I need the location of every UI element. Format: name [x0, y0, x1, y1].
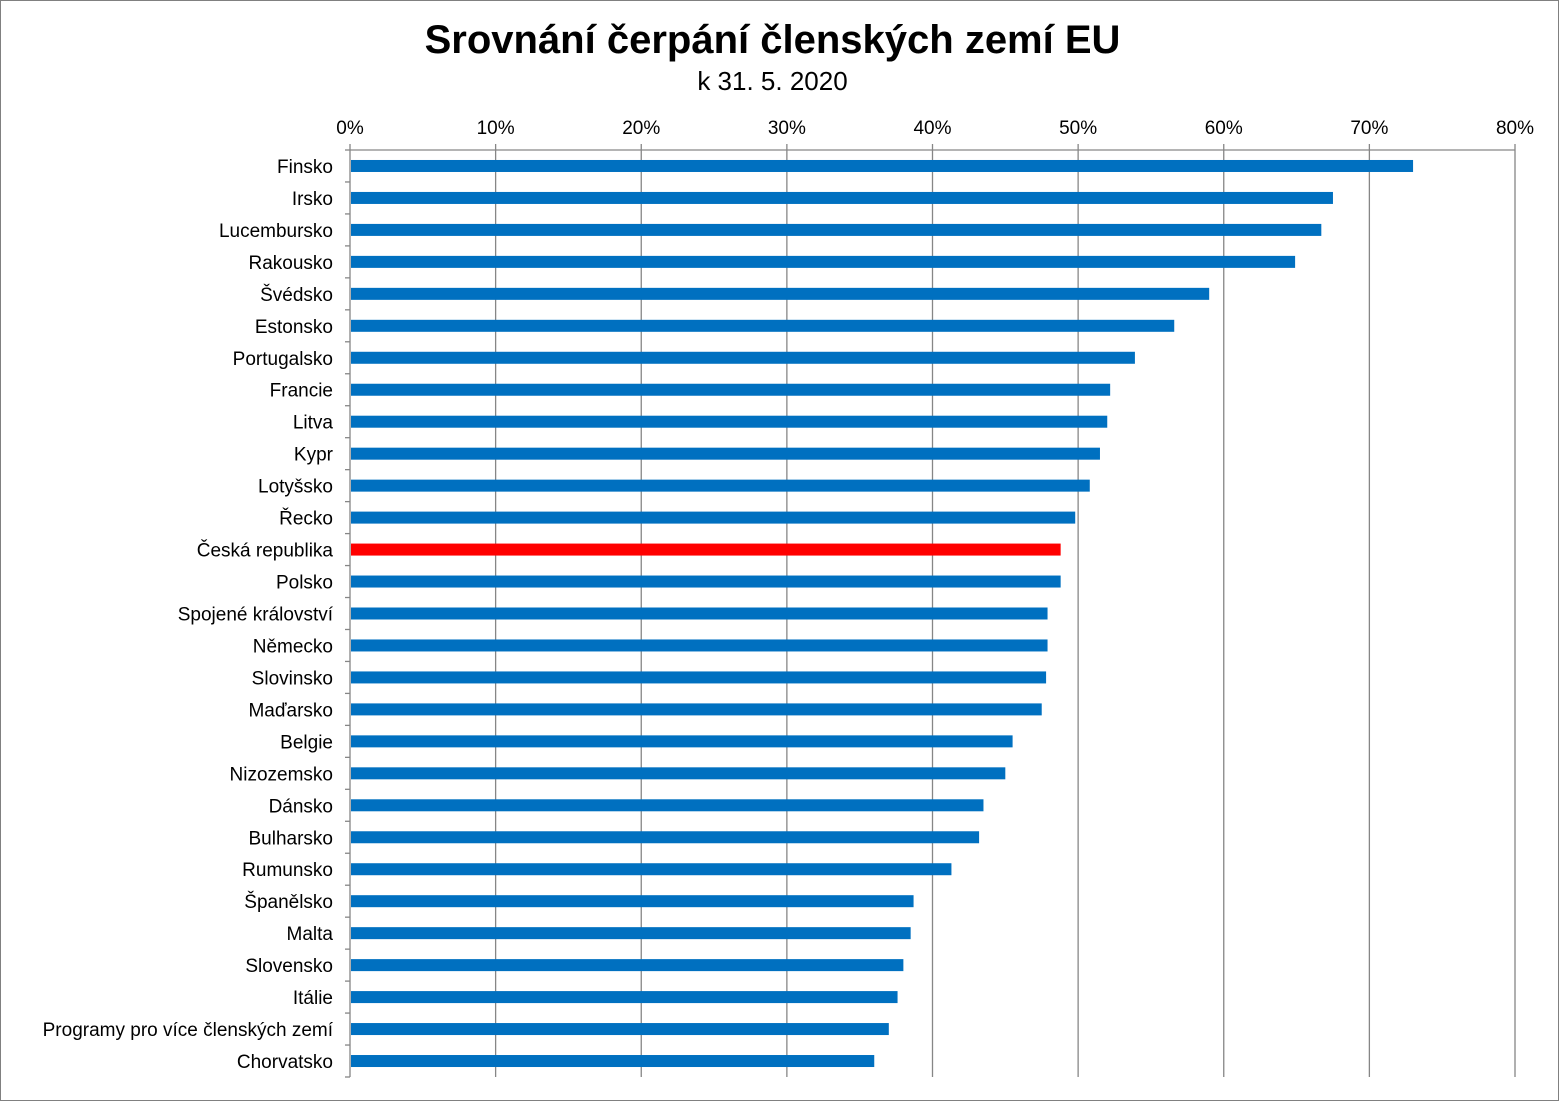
bar [351, 575, 1061, 588]
x-tick-label: 20% [622, 118, 660, 139]
category-label: Lotyšsko [258, 477, 333, 498]
bar [351, 447, 1100, 460]
x-tick-label: 10% [477, 118, 515, 139]
x-tick-label: 30% [768, 118, 806, 139]
bar [351, 703, 1042, 716]
bar [351, 543, 1061, 556]
category-label: Kypr [294, 445, 334, 466]
bar [351, 799, 984, 812]
category-label: Bulharsko [249, 828, 334, 849]
bar [351, 415, 1108, 428]
category-label: Řecko [279, 508, 333, 530]
x-tick-label: 70% [1350, 118, 1388, 139]
category-label: Francie [270, 381, 333, 402]
category-label: Švédsko [260, 284, 333, 306]
bar [351, 671, 1047, 684]
category-label: Slovinsko [252, 668, 333, 689]
bar [351, 831, 980, 844]
bar [351, 191, 1333, 204]
x-tick-label: 60% [1205, 118, 1243, 139]
x-tick-label: 80% [1496, 118, 1534, 139]
category-label: Finsko [277, 157, 333, 178]
bar [351, 255, 1296, 268]
bar [351, 927, 911, 940]
bar [351, 639, 1048, 652]
x-tick-label: 50% [1059, 118, 1097, 139]
bar [351, 223, 1322, 236]
category-label: Programy pro více členských zemí [43, 1020, 334, 1041]
bar [351, 351, 1135, 364]
category-label: Estonsko [255, 317, 333, 338]
category-label: Česká republika [197, 540, 334, 562]
category-label: Německo [253, 636, 333, 657]
chart-title: Srovnání čerpání členských zemí EU [424, 18, 1121, 62]
bar [351, 863, 952, 876]
category-label: Rumunsko [242, 860, 333, 881]
category-label: Polsko [276, 573, 333, 594]
x-tick-label: 40% [913, 118, 951, 139]
category-label: Lucembursko [219, 221, 333, 242]
category-label: Malta [287, 924, 334, 945]
bar [351, 287, 1210, 300]
category-label: Slovensko [245, 956, 333, 977]
bar [351, 511, 1076, 524]
category-label: Irsko [292, 189, 333, 210]
category-label: Litva [293, 413, 334, 434]
category-label: Dánsko [269, 796, 333, 817]
bar [351, 895, 914, 908]
category-label: Španělsko [244, 891, 333, 913]
category-label: Rakousko [249, 253, 334, 274]
bar [351, 767, 1006, 780]
bar [351, 159, 1414, 172]
category-label: Maďarsko [248, 700, 333, 721]
bar [351, 607, 1048, 620]
bar [351, 383, 1111, 396]
bar [351, 735, 1013, 748]
category-label: Itálie [293, 988, 333, 1009]
x-tick-label: 0% [336, 118, 364, 139]
bar [351, 1023, 889, 1036]
category-label: Spojené království [178, 605, 334, 626]
bar [351, 479, 1090, 492]
chart-subtitle: k 31. 5. 2020 [697, 66, 848, 96]
bar [351, 319, 1175, 332]
bar [351, 959, 904, 972]
category-label: Nizozemsko [230, 764, 333, 785]
category-label: Portugalsko [233, 349, 333, 370]
bar [351, 991, 898, 1004]
category-label: Chorvatsko [237, 1052, 333, 1073]
bar [351, 1055, 875, 1068]
category-label: Belgie [280, 732, 333, 753]
